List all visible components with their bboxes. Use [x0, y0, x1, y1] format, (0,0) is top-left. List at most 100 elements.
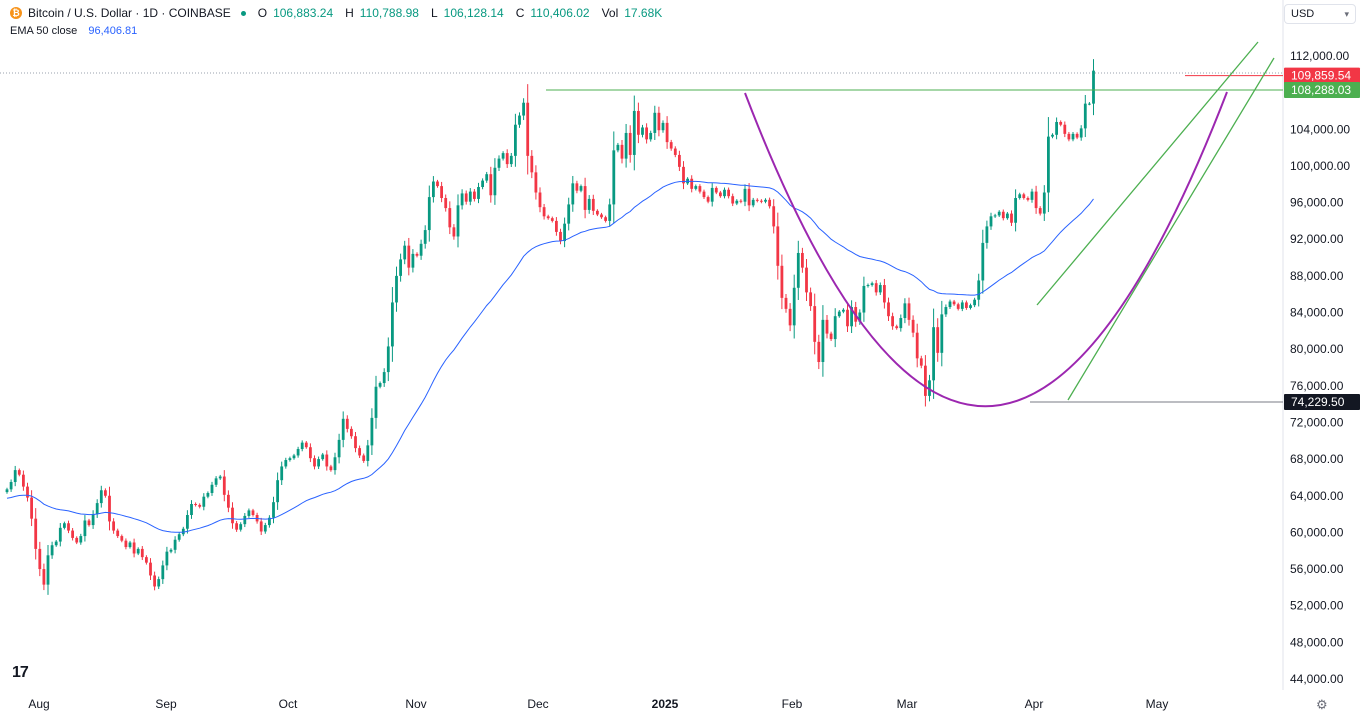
- candle-body: [1042, 192, 1046, 214]
- volume-label: Vol: [601, 6, 619, 20]
- symbol-title[interactable]: Bitcoin / U.S. Dollar · 1D · COINBASE: [28, 6, 231, 20]
- candle-body: [530, 155, 534, 173]
- time-tick-label: Apr: [1025, 697, 1044, 711]
- candle-body: [345, 418, 349, 429]
- close-value: 110,406.02: [530, 6, 590, 20]
- candle-body: [641, 127, 644, 135]
- candle-body: [735, 200, 739, 204]
- candle-body: [903, 303, 907, 319]
- candle-body: [895, 326, 899, 329]
- candle-body: [276, 480, 279, 503]
- candle-body: [1014, 198, 1017, 223]
- cup-curve: [744, 91, 1228, 407]
- price-label-text: 108,288.03: [1291, 83, 1351, 97]
- candle-body: [907, 303, 911, 320]
- candle-body: [79, 536, 83, 543]
- candle-body: [1055, 121, 1058, 135]
- candle-body: [67, 523, 70, 531]
- candle-body: [448, 208, 452, 228]
- candle-body: [850, 307, 853, 327]
- candle-body: [591, 198, 595, 211]
- price-tick-label: 48,000.00: [1290, 635, 1344, 649]
- indicator-legend[interactable]: EMA 50 close 96,406.81: [10, 25, 137, 37]
- candle-body: [87, 520, 91, 526]
- candle-body: [124, 540, 128, 548]
- candle-body: [575, 183, 579, 191]
- candle-body: [1018, 194, 1022, 199]
- candle-body: [432, 181, 435, 198]
- currency-value: USD: [1291, 8, 1315, 20]
- candle-body: [268, 517, 271, 526]
- candle-body: [505, 153, 509, 165]
- candle-body: [542, 207, 546, 217]
- candle-body: [34, 518, 38, 549]
- candle-body: [833, 316, 837, 340]
- candle-body: [198, 504, 202, 507]
- candle-body: [341, 418, 345, 440]
- price-tick-label: 68,000.00: [1290, 452, 1344, 466]
- candle-body: [17, 470, 21, 475]
- price-tick-label: 88,000.00: [1290, 269, 1344, 283]
- candle-body: [235, 523, 238, 530]
- gear-icon[interactable]: ⚙: [1316, 697, 1328, 712]
- candle-body: [866, 285, 870, 287]
- candle-body: [161, 565, 165, 580]
- candle-body: [1088, 103, 1091, 105]
- candle-body: [772, 206, 776, 227]
- channel-upper-line: [1036, 41, 1259, 306]
- candle-body: [407, 245, 411, 268]
- volume-value: 17.68K: [624, 6, 663, 20]
- close-label: C: [515, 6, 525, 20]
- candle-body: [928, 380, 931, 396]
- candle-body: [969, 305, 972, 308]
- candle-body: [272, 502, 275, 518]
- candle-body: [99, 490, 103, 504]
- currency-select[interactable]: USD ▾: [1284, 4, 1356, 24]
- candle-body: [292, 455, 296, 459]
- candle-body: [378, 383, 382, 387]
- candle-body: [153, 575, 156, 587]
- candle-body: [181, 528, 185, 535]
- candle-body: [50, 545, 54, 556]
- candle-body: [415, 253, 419, 256]
- candle-body: [915, 332, 919, 359]
- candle-body: [567, 204, 571, 224]
- candle-body: [842, 309, 845, 312]
- candle-body: [1038, 208, 1042, 214]
- candles-layer: [5, 59, 1095, 595]
- high-label: H: [345, 6, 354, 20]
- price-tick-label: 76,000.00: [1290, 379, 1344, 393]
- candle-body: [714, 187, 718, 193]
- candle-body: [165, 551, 169, 566]
- candle-body: [411, 253, 415, 268]
- price-label-bg: [1284, 67, 1360, 84]
- ema-label: EMA 50 close: [10, 25, 78, 37]
- candle-body: [751, 199, 755, 206]
- candle-body: [419, 243, 423, 256]
- candle-body: [30, 497, 33, 519]
- candle-body: [657, 112, 661, 131]
- candle-body: [280, 466, 284, 481]
- candle-body: [218, 476, 222, 479]
- candle-body: [489, 174, 493, 196]
- market-status-dot: [240, 10, 246, 16]
- tradingview-logo[interactable]: 17: [12, 664, 29, 681]
- symbol-legend: ₿ Bitcoin / U.S. Dollar · 1D · COINBASE …: [10, 6, 668, 20]
- candle-body: [202, 496, 206, 507]
- price-label-bg: [1284, 82, 1360, 99]
- candle-body: [760, 200, 763, 202]
- candle-body: [391, 302, 394, 347]
- candle-body: [604, 217, 607, 221]
- candle-body: [796, 252, 800, 288]
- candle-body: [1071, 133, 1075, 140]
- candle-body: [395, 275, 398, 303]
- candle-body: [460, 193, 464, 206]
- candle-body: [805, 267, 808, 293]
- candle-body: [444, 198, 448, 209]
- candle-body: [1006, 213, 1009, 219]
- candle-body: [140, 548, 144, 558]
- candle-body: [813, 306, 817, 342]
- candle-body: [661, 122, 665, 131]
